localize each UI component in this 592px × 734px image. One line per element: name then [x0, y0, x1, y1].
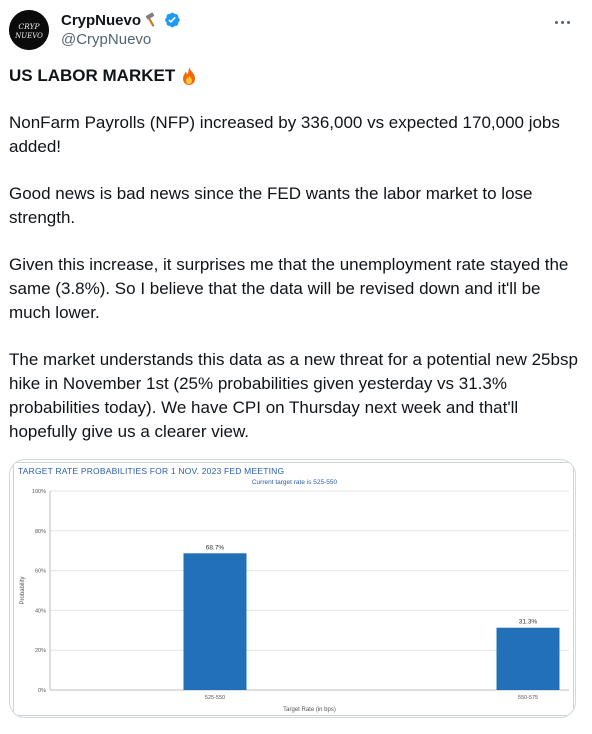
- chart-title: TARGET RATE PROBABILITIES FOR 1 NOV. 202…: [18, 466, 285, 476]
- bar-chart: 0% 20% 40% 60% 80% 100% 68.7% 525-550 31.3% 550-5…: [20, 489, 569, 713]
- x-tick-label: 525-550: [205, 695, 225, 701]
- bar-data-label: 68.7%: [206, 544, 225, 551]
- author-display-name[interactable]: CrypNuevo: [61, 11, 142, 29]
- x-tick-label: 550-575: [518, 695, 538, 701]
- y-tick-label: 100%: [32, 489, 46, 495]
- chart-frame: TARGET RATE PROBABILITIES FOR 1 NOV. 202…: [13, 462, 574, 716]
- dot-icon: [560, 20, 564, 24]
- hammer-icon: [144, 12, 160, 28]
- tweet-media-image[interactable]: TARGET RATE PROBABILITIES FOR 1 NOV. 202…: [9, 459, 576, 718]
- y-axis-label: Probability: [20, 576, 26, 604]
- verified-badge-icon[interactable]: [163, 11, 181, 29]
- tweet-paragraph: Given this increase, it surprises me tha…: [9, 255, 569, 322]
- tweet-paragraph: Good news is bad news since the FED want…: [9, 184, 533, 227]
- avatar[interactable]: CRYP NUEVO: [9, 10, 49, 50]
- tweet-title-line: US LABOR MARKET: [9, 64, 579, 88]
- y-tick-label: 80%: [35, 529, 46, 535]
- author-handle[interactable]: @CrypNuevo: [61, 31, 152, 48]
- bar-data-label: 31.3%: [519, 619, 538, 626]
- y-tick-label: 20%: [35, 648, 46, 654]
- dot-icon: [554, 20, 558, 24]
- tweet-paragraph: NonFarm Payrolls (NFP) increased by 336,…: [9, 113, 560, 156]
- y-tick-label: 60%: [35, 569, 46, 575]
- tweet-text: US LABOR MARKET NonFarm Payrolls (NFP) i…: [9, 64, 579, 444]
- tweet-paragraph: The market understands this data as a ne…: [9, 350, 578, 441]
- author-name-row: CrypNuevo: [61, 10, 181, 30]
- svg-text:CRYP: CRYP: [18, 22, 40, 31]
- svg-text:NUEVO: NUEVO: [14, 32, 43, 40]
- fire-icon: [180, 66, 198, 86]
- dot-icon: [566, 20, 570, 24]
- bar: [496, 627, 560, 690]
- bar: [183, 553, 247, 690]
- more-options-button[interactable]: [550, 12, 574, 32]
- tweet-header: CRYP NUEVO CrypNuevo @CrypNuevo: [0, 0, 592, 60]
- y-tick-label: 40%: [35, 608, 46, 614]
- x-axis-label: Target Rate (in bps): [283, 707, 336, 713]
- y-tick-label: 0%: [38, 688, 46, 694]
- tweet-title: US LABOR MARKET: [9, 66, 176, 85]
- chart-subtitle: Current target rate is 525-550: [251, 479, 338, 486]
